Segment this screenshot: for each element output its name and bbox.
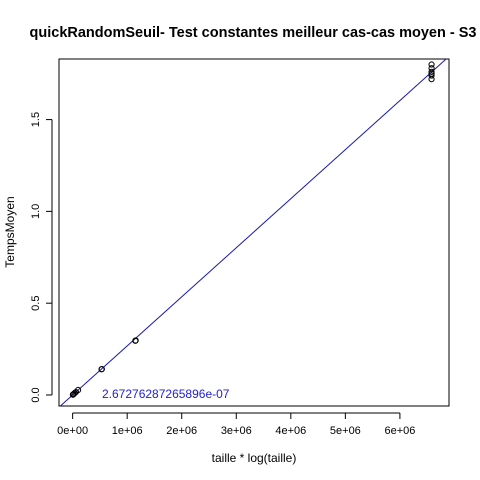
- fit-line-group: [59, 59, 447, 406]
- y-tick-label: 1.5: [30, 112, 42, 127]
- x-tick-label: 4e+06: [275, 425, 306, 437]
- plot-area: [58, 58, 450, 407]
- y-tick-label: 0.5: [30, 296, 42, 311]
- data-point: [74, 386, 82, 394]
- x-tick-label: 6e+06: [384, 425, 415, 437]
- chart-title: quickRandomSeuil- Test constantes meille…: [30, 25, 477, 41]
- y-axis: 0.0 0.5 1.0 1.5: [30, 112, 53, 403]
- data-point: [428, 68, 435, 75]
- y-tick-label: 1.0: [30, 204, 42, 219]
- x-tick-label: 5e+06: [330, 425, 361, 437]
- data-point: [428, 72, 435, 79]
- data-point: [428, 65, 435, 72]
- y-axis-label: TempsMoyen: [3, 196, 17, 267]
- data-points: [69, 61, 435, 398]
- x-tick-label: 1e+06: [112, 425, 143, 437]
- data-point: [132, 337, 139, 344]
- data-point: [428, 61, 435, 68]
- x-tick-label: 3e+06: [221, 425, 252, 437]
- x-tick-label: 2e+06: [166, 425, 197, 437]
- slope-annotation: 2.67276287265896e-07: [102, 387, 230, 401]
- data-point: [98, 365, 105, 373]
- x-axis-label: taille * log(taille): [212, 451, 297, 465]
- x-tick-label: 0e+00: [57, 425, 88, 437]
- fit-line: [59, 59, 447, 406]
- x-axis: 0e+00 1e+06 2e+06 3e+06 4e+06 5e+06 6e+06: [57, 412, 415, 437]
- y-tick-label: 0.0: [30, 387, 42, 402]
